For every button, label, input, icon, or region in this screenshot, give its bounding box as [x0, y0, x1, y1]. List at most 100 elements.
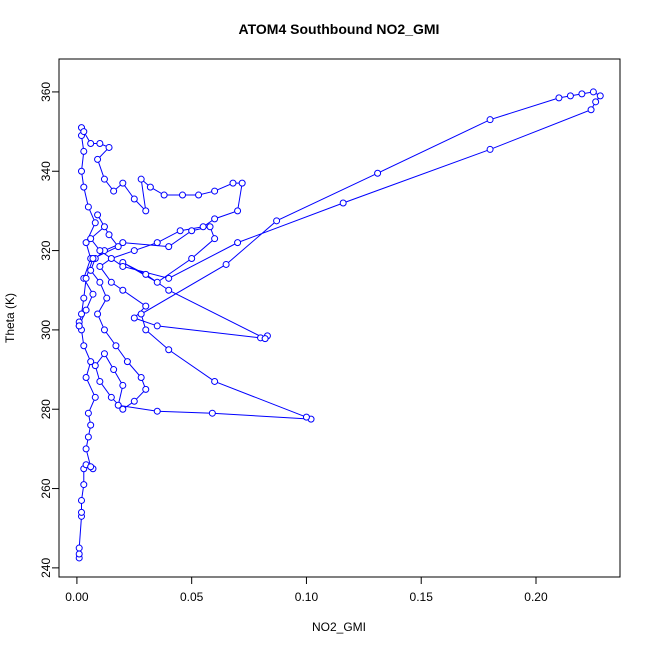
data-point	[130, 195, 138, 203]
data-point	[77, 167, 85, 175]
data-point	[75, 322, 83, 330]
data-point	[160, 191, 168, 199]
data-point	[165, 274, 173, 282]
y-tick-label: 260	[39, 478, 53, 498]
data-point	[119, 405, 127, 413]
data-point	[112, 342, 120, 350]
data-point	[80, 481, 88, 489]
data-point	[199, 223, 207, 231]
data-point	[142, 302, 150, 310]
data-point	[82, 274, 90, 282]
data-point	[142, 207, 150, 215]
data-point	[100, 326, 108, 334]
data-point	[146, 183, 154, 191]
data-point	[80, 342, 88, 350]
data-point	[486, 116, 494, 124]
data-point	[142, 270, 150, 278]
data-point	[211, 235, 219, 243]
data-point	[153, 407, 161, 415]
data-point	[75, 550, 83, 558]
data-point	[89, 290, 97, 298]
data-point	[91, 362, 99, 370]
data-point	[578, 90, 586, 98]
data-point	[555, 94, 563, 102]
data-point	[96, 377, 104, 385]
y-tick-label: 320	[39, 240, 53, 260]
data-point	[211, 215, 219, 223]
data-point	[100, 223, 108, 231]
data-point	[188, 255, 196, 263]
y-tick-label: 300	[39, 320, 53, 340]
data-point	[77, 310, 85, 318]
x-tick-label: 0.20	[524, 590, 548, 604]
data-point	[119, 179, 127, 187]
data-point	[80, 183, 88, 191]
data-point	[100, 350, 108, 358]
data-point	[91, 219, 99, 227]
data-point	[176, 227, 184, 235]
data-point	[195, 191, 203, 199]
data-point	[82, 373, 90, 381]
data-point	[211, 377, 219, 385]
data-point	[84, 433, 92, 441]
data-point	[234, 239, 242, 247]
data-point	[130, 314, 138, 322]
y-tick-label: 280	[39, 399, 53, 419]
data-point	[123, 358, 131, 366]
data-point	[107, 255, 115, 263]
data-point	[596, 92, 604, 100]
data-point	[107, 393, 115, 401]
data-point	[137, 310, 145, 318]
data-point	[130, 397, 138, 405]
data-point	[261, 335, 269, 343]
data-point	[229, 179, 237, 187]
data-point	[105, 143, 113, 151]
data-point	[238, 179, 246, 187]
data-point	[96, 247, 104, 255]
data-point	[153, 322, 161, 330]
y-axis-label: Theta (K)	[3, 293, 17, 343]
data-point	[211, 187, 219, 195]
data-point	[87, 463, 95, 471]
x-tick-label: 0.00	[65, 590, 89, 604]
data-point	[87, 139, 95, 147]
x-tick-label: 0.05	[180, 590, 204, 604]
data-point	[75, 544, 83, 552]
data-point	[587, 106, 595, 114]
data-point	[119, 381, 127, 389]
data-point	[87, 421, 95, 429]
x-axis-label: NO2_GMI	[312, 620, 366, 634]
data-point	[82, 239, 90, 247]
data-point	[208, 409, 216, 417]
data-point	[80, 294, 88, 302]
data-point	[105, 231, 113, 239]
data-point	[110, 187, 118, 195]
data-point	[142, 385, 150, 393]
data-point	[84, 409, 92, 417]
data-point	[96, 262, 104, 270]
data-point	[119, 286, 127, 294]
x-tick-label: 0.15	[410, 590, 434, 604]
data-point	[87, 266, 95, 274]
y-tick-label: 340	[39, 161, 53, 181]
data-point	[114, 401, 122, 409]
chart-title: ATOM4 Southbound NO2_GMI	[239, 21, 440, 37]
data-point	[94, 211, 102, 219]
data-point	[486, 145, 494, 153]
data-point	[87, 358, 95, 366]
data-point	[589, 88, 597, 96]
data-point	[188, 227, 196, 235]
data-point	[302, 413, 310, 421]
data-point	[87, 235, 95, 243]
data-point	[137, 175, 145, 183]
data-point	[82, 445, 90, 453]
data-point	[96, 278, 104, 286]
data-point	[222, 260, 230, 268]
data-point	[153, 239, 161, 247]
data-point	[153, 278, 161, 286]
data-point	[103, 294, 111, 302]
data-point	[107, 278, 115, 286]
data-point	[374, 169, 382, 177]
data-point	[89, 255, 97, 263]
data-point	[77, 508, 85, 516]
